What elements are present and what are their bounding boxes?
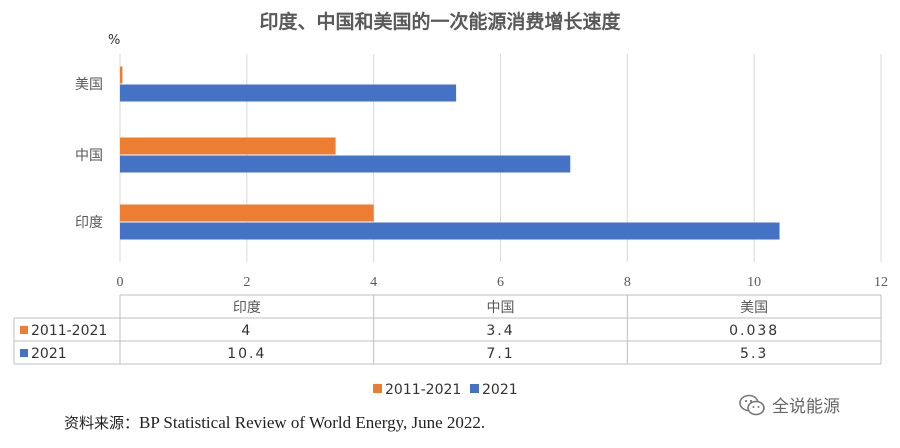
x-tick-label: 4	[370, 275, 377, 290]
bar-2011-2021-印度	[120, 204, 374, 222]
x-tick-label: 8	[624, 275, 631, 290]
table-row-label: 2011-2021	[31, 323, 107, 339]
bar-2021-中国	[120, 155, 571, 173]
x-tick-label: 0	[117, 275, 124, 290]
unit-label: %	[108, 33, 120, 48]
table-cell: 0.038	[729, 323, 779, 339]
table-header: 美国	[740, 300, 768, 316]
table-legend-key	[20, 326, 28, 334]
table-cell: 7.1	[486, 346, 514, 362]
source-text: BP Statistical Review of World Energy, J…	[139, 413, 486, 432]
category-label: 印度	[75, 215, 103, 231]
source-label: 资料来源：	[64, 414, 140, 432]
table-header: 印度	[233, 300, 261, 316]
watermark-text: 全说能源	[772, 397, 840, 417]
table-header: 中国	[487, 300, 515, 316]
category-label: 美国	[75, 77, 103, 93]
legend-label: 2021	[482, 382, 518, 398]
x-tick-label: 12	[874, 275, 888, 290]
data-table: 印度 中国 美国 2011-2021 4 3.4 0.038 2021 10.4 7.1 5.3	[13, 294, 882, 365]
bars	[120, 66, 780, 240]
bar-2021-美国	[120, 84, 457, 102]
table-cell: 10.4	[227, 346, 266, 362]
table-cell: 3.4	[486, 323, 514, 339]
table-legend-key	[20, 349, 28, 357]
table-cell: 5.3	[740, 346, 768, 362]
legend: 2011-2021 2021	[373, 382, 518, 398]
x-tick-label: 2	[243, 275, 250, 290]
legend-label: 2011-2021	[385, 382, 461, 398]
table-cell: 4	[241, 323, 252, 339]
category-label: 中国	[75, 148, 103, 164]
watermark: 全说能源	[738, 392, 840, 417]
legend-swatch	[470, 384, 479, 393]
x-tick-label: 10	[747, 275, 761, 290]
wechat-icon	[739, 394, 765, 415]
x-tick-label: 6	[497, 275, 504, 290]
bar-2011-2021-中国	[120, 137, 336, 155]
table-row-label: 2021	[31, 346, 67, 362]
source-note: 资料来源：BP Statistical Review of World Ener…	[64, 412, 485, 433]
bar-2021-印度	[120, 222, 780, 240]
chart-title: 印度、中国和美国的一次能源消费增长速度	[259, 10, 621, 33]
x-tick-labels: 0 2 4 6 8 10 12	[117, 275, 889, 290]
legend-swatch	[373, 384, 382, 393]
bar-2011-2021-美国	[120, 66, 123, 84]
